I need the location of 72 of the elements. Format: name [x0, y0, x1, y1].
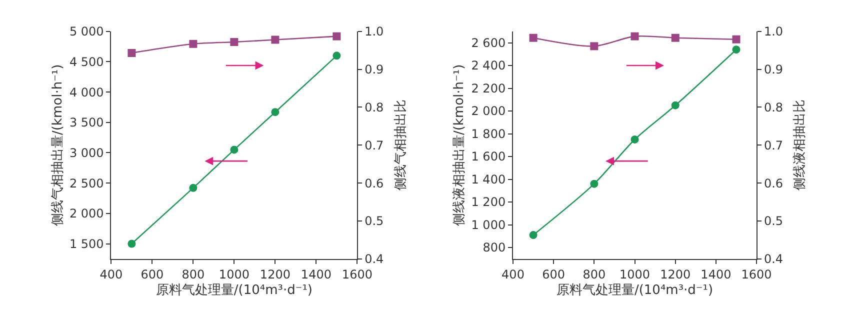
y2-tick-label: 0.7 — [364, 138, 384, 152]
y-tick-label: 2 400 — [471, 58, 506, 73]
y2-tick-label: 0.6 — [364, 176, 384, 190]
y-tick-label: 3 000 — [69, 146, 104, 160]
y-tick-label: 3 500 — [69, 116, 104, 130]
point — [332, 52, 341, 60]
x-axis-title: 原料气处理量/(10⁴m³·d⁻¹) — [156, 282, 313, 298]
y-tick-label: 1 500 — [69, 236, 104, 251]
y2-tick-label: 0.8 — [364, 100, 384, 114]
point — [230, 38, 238, 46]
y-tick-label: 1 200 — [471, 195, 506, 210]
x-tick-label: 1000 — [218, 267, 250, 282]
y-tick-label: 1 000 — [471, 218, 506, 232]
point — [671, 34, 680, 42]
point — [271, 36, 280, 44]
point — [230, 146, 238, 154]
y2-tick-label: 0.7 — [764, 138, 784, 152]
y2-tick-label: 0.5 — [764, 214, 784, 228]
point — [590, 42, 598, 50]
y2-tick-label: 1.0 — [364, 24, 384, 39]
x-tick-label: 600 — [140, 267, 164, 282]
x-tick-label: 1200 — [260, 267, 290, 282]
y-tick-label: 2 600 — [471, 36, 506, 50]
point — [630, 135, 639, 144]
y-tick-label: 2 200 — [471, 81, 506, 96]
x-tick-label: 1000 — [619, 267, 650, 282]
point — [590, 180, 598, 188]
point — [630, 32, 639, 40]
y2-tick-label: 0.4 — [764, 252, 784, 266]
y-axis-title: 侧线气相抽出量/(kmol·h⁻¹) — [50, 64, 66, 226]
y-tick-label: 800 — [482, 240, 506, 255]
point — [332, 32, 341, 40]
y2-tick-label: 0.5 — [364, 214, 384, 228]
point — [732, 46, 740, 54]
point — [732, 35, 740, 44]
x-tick-label: 800 — [182, 267, 205, 282]
x-tick-label: 400 — [502, 267, 524, 282]
point — [189, 40, 198, 48]
y2-tick-label: 0.9 — [364, 62, 384, 77]
x-tick-label: 1600 — [342, 267, 372, 282]
y-tick-label: 2 500 — [69, 176, 104, 190]
x-tick-label: 1400 — [700, 267, 732, 282]
point — [189, 184, 198, 192]
x-tick-label: 1200 — [660, 267, 691, 282]
point — [529, 231, 538, 240]
y2-tick-label: 0.8 — [764, 100, 784, 114]
y-axis-title: 侧线液相抽出量/(kmol·h⁻¹) — [452, 64, 468, 226]
point — [128, 49, 136, 58]
y2-tick-label: 0.9 — [764, 62, 784, 77]
y-tick-label: 2 000 — [471, 104, 506, 118]
y-tick-label: 1 800 — [471, 126, 506, 141]
point — [671, 101, 680, 110]
y2-axis-title: 侧线气相抽出比 — [393, 100, 408, 191]
x-tick-label: 1400 — [300, 267, 332, 282]
y2-axis-title: 侧线液相抽出比 — [792, 100, 808, 191]
y2-tick-label: 1.0 — [764, 24, 784, 39]
x-tick-label: 600 — [542, 267, 566, 282]
y2-tick-label: 0.6 — [764, 176, 784, 190]
y-tick-label: 2 000 — [69, 206, 104, 221]
x-axis-title: 原料气处理量/(10⁴m³·d⁻¹) — [556, 282, 714, 298]
y-tick-label: 1 600 — [471, 150, 506, 164]
y-tick-label: 5 000 — [69, 24, 104, 39]
x-tick-label: 1600 — [741, 267, 772, 282]
x-tick-label: 800 — [582, 267, 606, 282]
y-tick-label: 4 000 — [69, 85, 104, 100]
x-tick-label: 400 — [100, 267, 123, 282]
y-tick-label: 1 400 — [471, 172, 506, 186]
y-tick-label: 4 500 — [69, 54, 104, 69]
point — [271, 108, 280, 116]
point — [128, 240, 136, 248]
y2-tick-label: 0.4 — [364, 252, 384, 266]
point — [529, 34, 538, 42]
